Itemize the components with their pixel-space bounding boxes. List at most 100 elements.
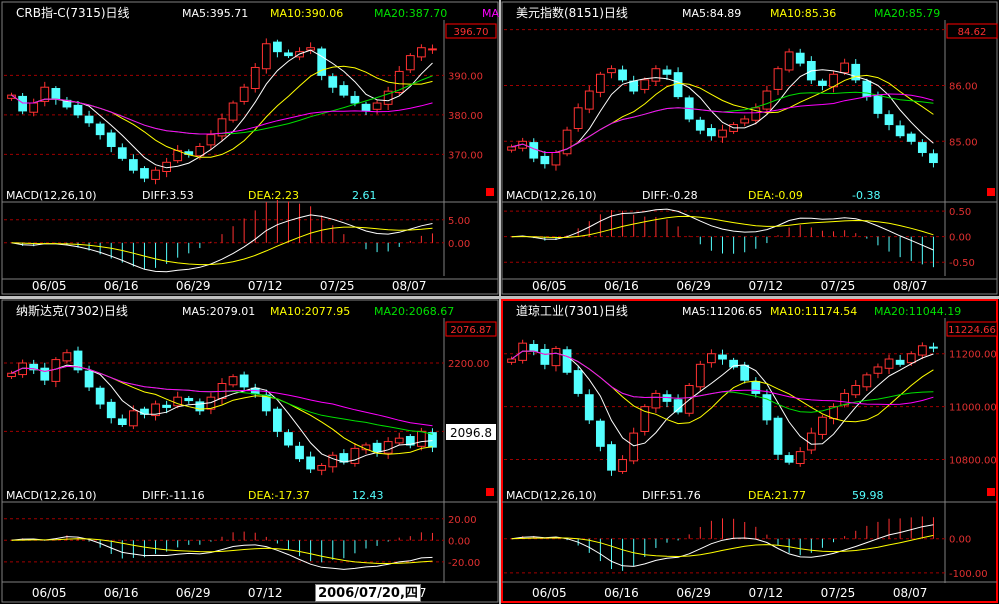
candle-body	[917, 142, 927, 153]
macd-y-tick: -20.00	[448, 558, 480, 569]
candle-body	[873, 366, 883, 374]
x-tick-label: 06/16	[104, 279, 139, 293]
candle-body	[95, 123, 105, 136]
candle-body	[806, 432, 816, 451]
candle-body	[140, 168, 149, 179]
candle-body	[651, 392, 661, 409]
candle-body	[18, 362, 27, 376]
chart-title: 道琼工业(7301)日线	[516, 303, 628, 318]
x-tick-label: 06/29	[676, 586, 711, 600]
candle-body	[695, 363, 705, 388]
candle-body	[740, 364, 750, 381]
candle-body	[607, 444, 616, 471]
last-price-label: 2076.87	[450, 325, 491, 336]
candle-body	[151, 403, 160, 417]
ma-label: MA5:2079.01	[182, 305, 255, 318]
candle-body	[383, 441, 393, 454]
candle-body	[317, 48, 327, 76]
macd-y-tick: 20.00	[448, 515, 477, 526]
candle-body	[784, 51, 794, 71]
candle-body	[795, 52, 805, 64]
macd-y-tick: 5.00	[448, 216, 470, 227]
x-tick-label: 07/12	[749, 279, 784, 293]
panel-4: 11200.00 11000.00 10800.00 道琼工业(7301)日线 MA5:…	[501, 299, 998, 603]
candle-body	[239, 86, 249, 102]
candle-body	[929, 346, 938, 349]
ma-label: MA5:84.89	[682, 7, 741, 20]
ma-label: MA	[482, 7, 499, 20]
dea-line	[511, 215, 934, 239]
candle-body	[840, 392, 850, 406]
candle-body	[795, 451, 805, 465]
candle-body	[217, 118, 227, 137]
candle-body	[250, 66, 260, 90]
y-tick-label: 86.00	[949, 81, 978, 92]
ma30-line	[11, 365, 433, 427]
cursor-price-box	[446, 424, 496, 440]
candle-body	[518, 342, 528, 361]
candle-body	[117, 418, 127, 426]
x-tick-label: 06/05	[532, 279, 567, 293]
candle-body	[906, 133, 916, 142]
candle-body	[162, 404, 171, 408]
ma-label: MA10:85.36	[770, 7, 836, 20]
candle-body	[173, 396, 183, 407]
last-price-box	[946, 321, 998, 337]
macd-diff-label: DIFF:-11.16	[142, 489, 205, 502]
ma-label: MA20:11044.19	[874, 305, 961, 318]
candle-body	[929, 153, 938, 164]
candle-body	[62, 352, 72, 362]
candle-body	[818, 80, 827, 86]
ma30-line	[511, 350, 934, 406]
macd-label: MACD(12,26,10)	[6, 189, 97, 202]
y-tick-label: 370.00	[448, 150, 483, 161]
candle-body	[339, 85, 349, 96]
y-tick-label: 10800.00	[949, 456, 997, 467]
candle-body	[84, 115, 94, 124]
candle-body	[584, 394, 594, 421]
candle-body	[317, 465, 327, 471]
dea-line	[511, 534, 934, 558]
panel-marker	[987, 488, 995, 496]
macd-dea-label: DEA:-0.09	[748, 189, 803, 202]
candle-body	[328, 454, 338, 468]
candle-body	[740, 118, 750, 124]
chart-title: 美元指数(8151)日线	[516, 5, 628, 20]
candle-body	[818, 416, 827, 435]
candle-body	[84, 370, 94, 388]
diff-line	[11, 214, 433, 273]
candle-body	[273, 408, 282, 432]
candle-body	[640, 406, 650, 432]
candle-body	[884, 358, 894, 369]
candle-body	[906, 353, 916, 364]
candle-body	[95, 387, 105, 405]
diff-line	[11, 536, 433, 570]
x-tick-label: 07/12	[248, 586, 283, 600]
candle-body	[640, 79, 650, 90]
y-tick-label: 85.00	[949, 137, 978, 148]
candle-body	[773, 68, 783, 90]
x-tick-label: 08/07	[893, 279, 928, 293]
macd-value-label: 2.61	[352, 189, 377, 202]
x-tick-label: 06/05	[32, 586, 67, 600]
candle-body	[51, 88, 61, 100]
x-tick-label: 07/12	[248, 279, 283, 293]
ma-label: MA20:2068.67	[374, 305, 454, 318]
candle-body	[195, 145, 205, 157]
x-tick-label: 06/16	[104, 586, 139, 600]
candle-body	[73, 104, 83, 116]
candle-body	[895, 125, 905, 137]
y-tick-label: 380.00	[448, 111, 483, 122]
candle-body	[573, 107, 583, 130]
candle-body	[595, 73, 605, 93]
candle-body	[618, 459, 627, 472]
x-tick-label: 06/16	[604, 279, 639, 293]
candle-body	[695, 119, 705, 131]
panel-frame	[501, 1, 998, 295]
candle-body	[405, 55, 415, 71]
candle-body	[762, 90, 772, 110]
candle-body	[629, 80, 639, 92]
x-tick-label: 08/07	[392, 279, 427, 293]
panel-frame	[1, 1, 499, 295]
vertical-divider	[499, 0, 501, 604]
